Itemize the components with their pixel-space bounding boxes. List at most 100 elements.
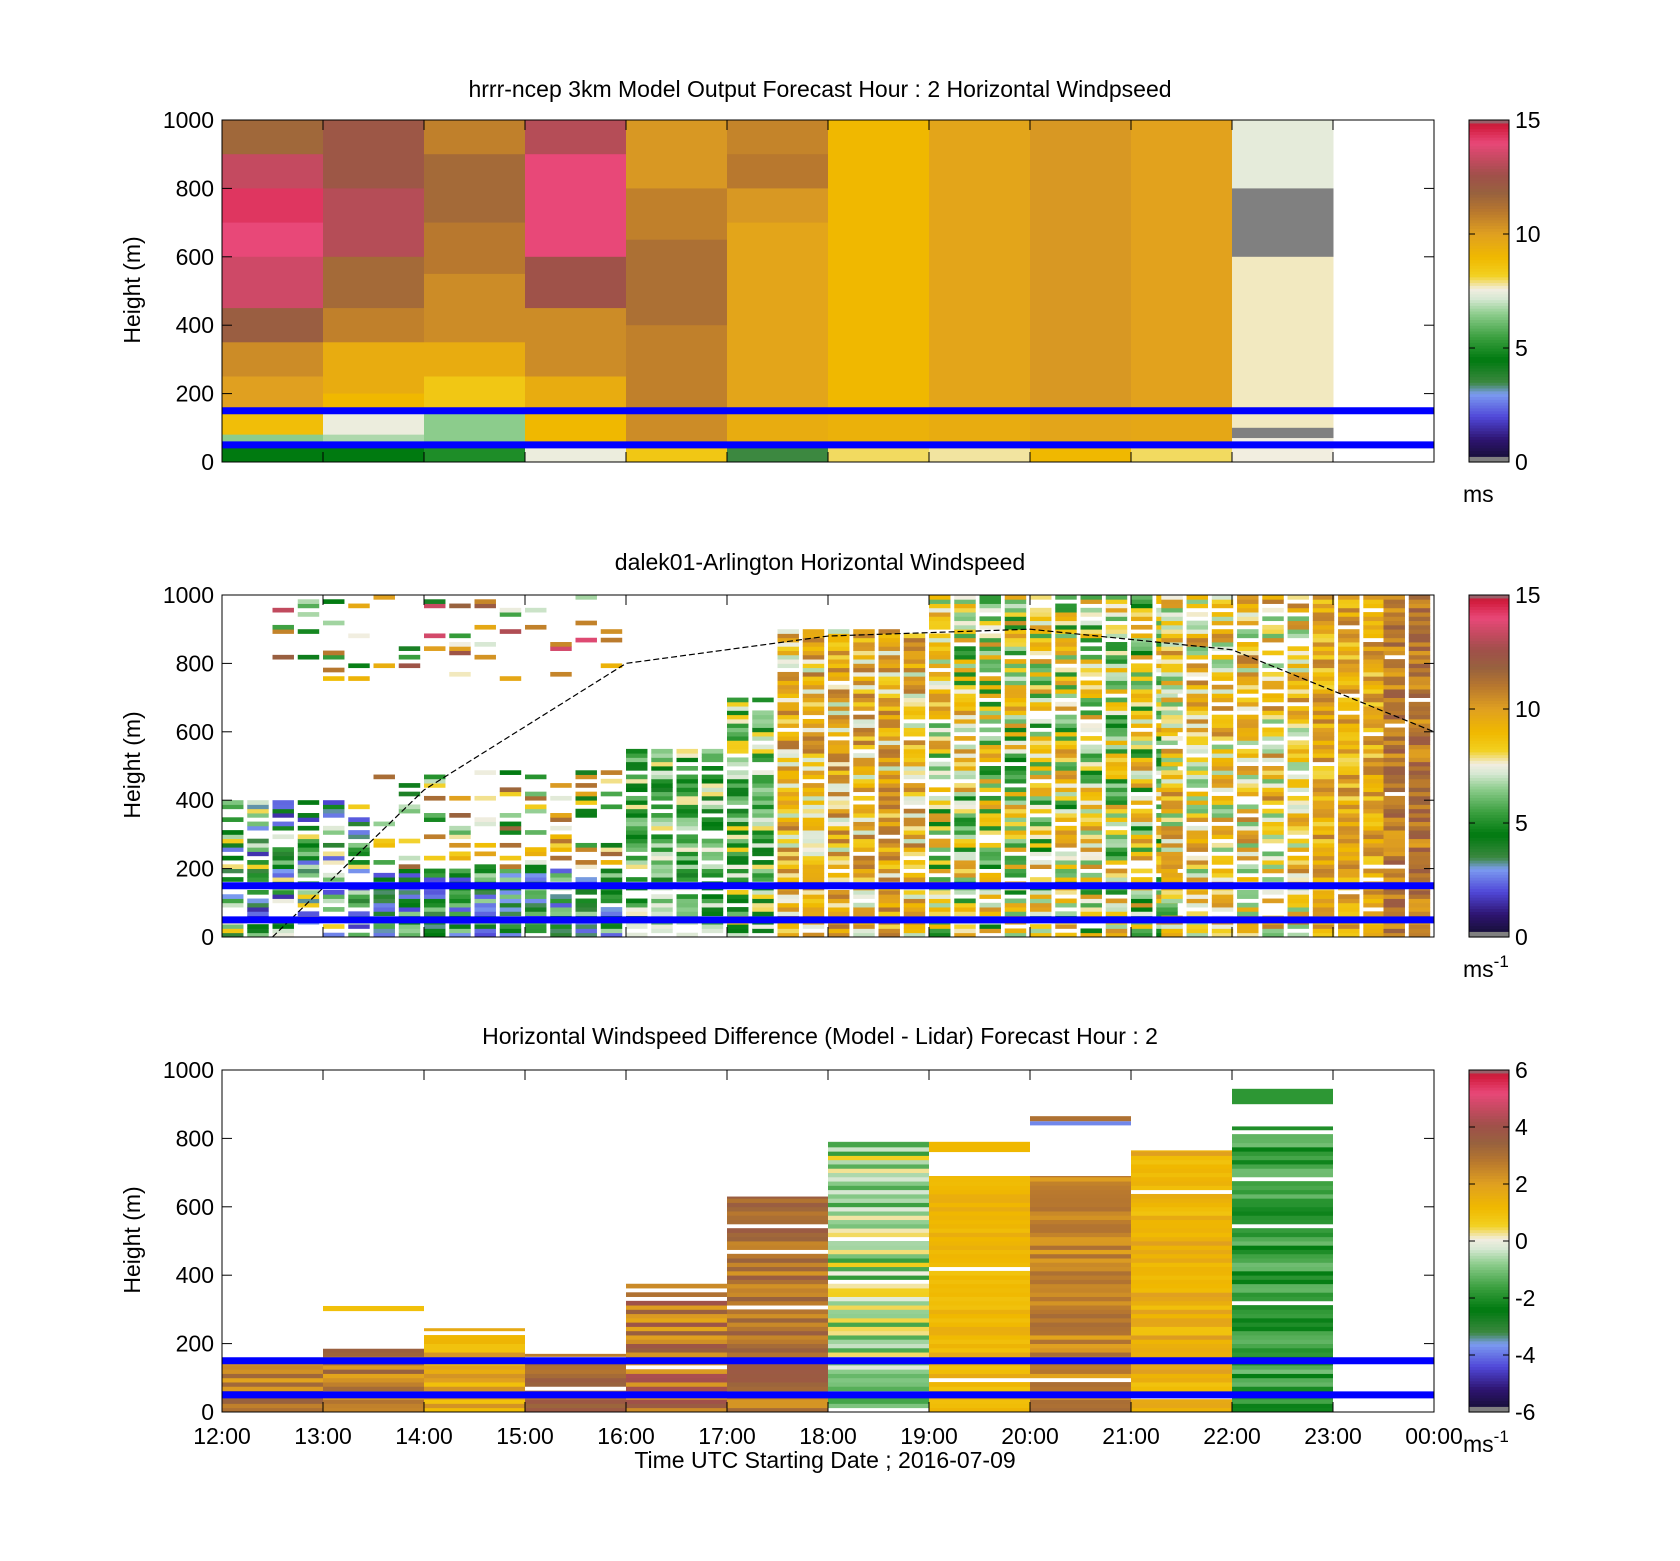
heatmap-cell [1055,770,1077,775]
heatmap-cell [828,1146,929,1152]
heatmap-cell [1030,783,1052,788]
colorbar-tick-label: 0 [1515,449,1528,475]
heatmap-cell [499,864,522,869]
heatmap-cell [626,239,728,326]
heatmap-cell [1287,710,1310,716]
heatmap-cell [348,924,370,929]
heatmap-cell [929,1382,1030,1387]
heatmap-cell [828,889,850,895]
heatmap-cell [1312,787,1335,793]
heatmap-cell [828,813,850,818]
heatmap-cell [1408,637,1431,643]
heatmap-cell [752,872,774,878]
heatmap-cell [828,851,850,857]
y-tick-label: 200 [176,856,214,882]
heatmap-cell [1186,629,1209,634]
heatmap-cell [1211,774,1234,780]
heatmap-cell [929,1185,1030,1191]
heatmap-cell [550,872,572,878]
colorbar-band [1469,1169,1509,1174]
colorbar-band [1469,1158,1509,1162]
heatmap-cell [398,898,421,904]
heatmap-cell [1055,795,1077,801]
heatmap-cell [828,1206,929,1212]
heatmap-cell [929,1232,1030,1238]
colorbar-band [1469,1195,1509,1199]
heatmap-cell [853,731,875,737]
heatmap-cell [1408,731,1431,737]
colorbar-band [1469,191,1509,195]
heatmap-cell [1055,868,1077,874]
heatmap-cell [853,864,875,869]
heatmap-cell [1383,706,1405,711]
colorbar-band [1469,1352,1509,1356]
heatmap-cell [954,830,976,835]
heatmap-cell [1312,851,1335,857]
heatmap-cell [777,860,799,865]
heatmap-cell [1262,813,1284,818]
heatmap-cell [828,1300,929,1306]
heatmap-cell [727,1369,828,1374]
heatmap-cell [752,778,774,784]
heatmap-cell [1408,599,1431,604]
x-tick-label: 16:00 [597,1423,655,1449]
heatmap-cell [1105,612,1128,617]
heatmap-cell [727,1386,828,1392]
boundary-layer-curve [272,628,1435,938]
heatmap-cell [929,120,1031,412]
heatmap-cell [1262,676,1284,681]
heatmap-cell [1080,633,1102,639]
heatmap-cell [1363,830,1385,835]
heatmap-cell [1161,663,1183,669]
heatmap-cell [752,894,774,899]
heatmap-cell [777,872,799,878]
colorbar-band [1469,860,1509,864]
heatmap-cell [550,642,572,647]
colorbar-band [1469,393,1509,398]
heatmap-cell [1287,911,1310,917]
heatmap-cell [1131,744,1153,750]
heatmap-cell [929,616,951,622]
heatmap-cell [424,222,526,275]
heatmap-cell [727,1206,828,1212]
heatmap-cell [1105,701,1128,707]
heatmap-cell [752,718,774,724]
heatmap-cell [1030,744,1052,750]
colorbar-band [1469,871,1509,875]
colorbar-band [1469,1232,1509,1236]
heatmap-cell [626,855,648,861]
heatmap-cell [954,791,976,797]
heatmap-cell [727,1296,828,1302]
heatmap-cell [575,774,597,780]
heatmap-cell [828,877,850,882]
heatmap-cell [954,855,976,861]
heatmap-cell [1131,778,1153,784]
heatmap-cell [929,928,951,934]
heatmap-cell [323,1364,424,1370]
heatmap-cell [1312,650,1335,656]
heatmap-cell [979,757,1001,763]
heatmap-cell [878,633,900,639]
heatmap-cell [1131,1343,1232,1349]
heatmap-cell [1262,924,1284,929]
heatmap-cell [626,1335,727,1340]
heatmap-cell [853,736,875,741]
heatmap-cell [777,842,799,848]
colorbar-band [1469,1081,1509,1085]
heatmap-cell [929,795,951,801]
heatmap-cell [1055,723,1077,728]
heatmap-cell [1338,701,1360,707]
heatmap-cell [247,872,269,878]
colorbar-band [1469,1070,1509,1074]
heatmap-cell [1131,1236,1232,1242]
colorbar-band [1469,652,1509,656]
heatmap-cell [701,753,724,758]
heatmap-cell [1030,1193,1131,1199]
heatmap-cell [1055,778,1077,784]
heatmap-cell [1363,693,1385,698]
heatmap-cell [1211,731,1234,737]
colorbar-band [1469,669,1509,673]
heatmap-cell [1080,851,1102,857]
heatmap-cell [1237,714,1259,720]
heatmap-cell [297,851,320,857]
